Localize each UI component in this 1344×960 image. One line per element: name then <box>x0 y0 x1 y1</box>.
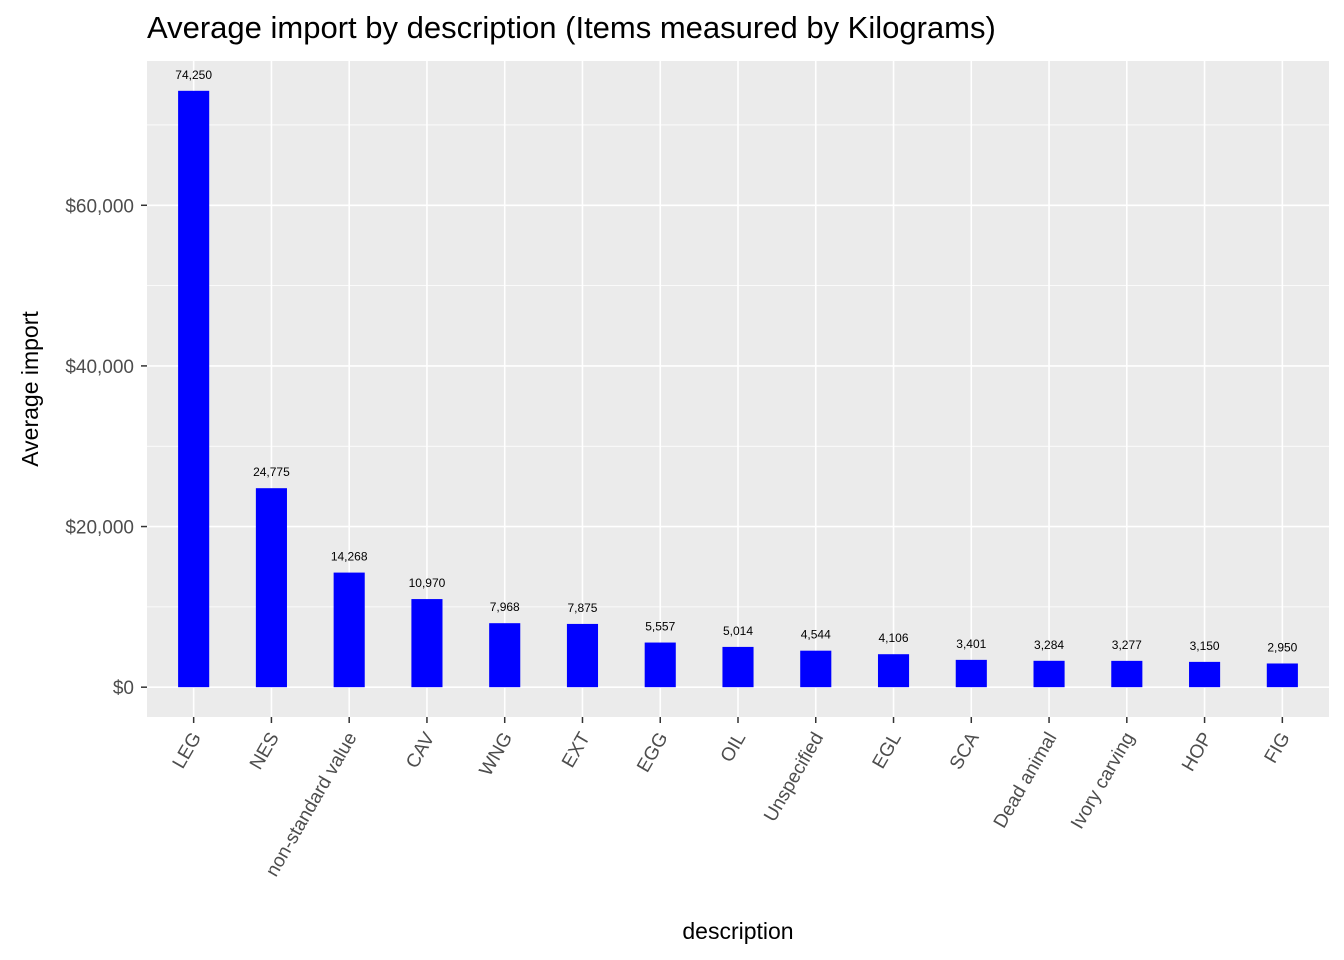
bar-value-label: 3,150 <box>1190 639 1220 653</box>
bar-egg <box>644 642 676 688</box>
y-axis: $0 $20,000 $40,000 $60,000 <box>65 196 147 699</box>
bar-hop <box>1189 661 1221 688</box>
bar-value-label: 7,875 <box>567 601 597 615</box>
x-tick-label: non-standard value <box>262 729 362 880</box>
bar-value-label: 14,268 <box>331 550 368 564</box>
x-axis-title: description <box>682 918 793 944</box>
bar-leg <box>178 90 210 688</box>
bar-value-label: 3,277 <box>1112 638 1142 652</box>
bar-value-label: 5,557 <box>645 620 675 634</box>
x-tick-label: HOP <box>1178 729 1217 775</box>
bar-cav <box>411 599 443 688</box>
bar-value-label: 10,970 <box>409 576 446 590</box>
chart-title: Average import by description (Items mea… <box>147 10 996 45</box>
bar-value-label: 7,968 <box>490 600 520 614</box>
bar-ivory-carving <box>1111 660 1143 688</box>
x-tick-label: Unspecified <box>760 729 828 825</box>
x-tick-label: Ivory carving <box>1067 729 1139 833</box>
x-tick-label: SCA <box>946 729 984 774</box>
bar-value-labels: 74,250 24,775 14,268 10,970 7,968 7,875 5,557 5… <box>175 68 1297 655</box>
bar-value-label: 24,775 <box>253 465 290 479</box>
y-tick-label: $40,000 <box>65 357 134 378</box>
x-tick-label: OIL <box>717 729 750 766</box>
x-tick-label: EGG <box>633 729 672 776</box>
x-tick-label: EGL <box>869 729 906 772</box>
x-tick-label: Dead animal <box>990 729 1062 832</box>
x-tick-label: LEG <box>169 729 206 772</box>
bar-nes <box>255 488 287 688</box>
y-axis-title: Average import <box>17 311 43 467</box>
bar-value-label: 4,106 <box>879 631 909 645</box>
bar-egl <box>877 654 910 688</box>
x-tick-label: CAV <box>402 729 439 772</box>
bar-unspecified <box>800 650 832 688</box>
bar-series <box>178 90 1298 688</box>
bar-value-label: 5,014 <box>723 624 753 638</box>
y-tick-label: $0 <box>113 678 134 699</box>
y-tick-label: $60,000 <box>65 196 134 217</box>
y-tick-label: $20,000 <box>65 518 134 539</box>
x-tick-label: NES <box>246 729 284 773</box>
x-tick-label: FIG <box>1261 729 1295 767</box>
bar-non-standard-value <box>333 572 365 688</box>
x-tick-label: EXT <box>558 729 595 772</box>
bar-value-label: 74,250 <box>175 68 212 82</box>
bar-value-label: 3,401 <box>956 637 986 651</box>
bar-dead-animal <box>1033 660 1065 688</box>
bar-value-label: 3,284 <box>1034 638 1064 652</box>
bar-fig <box>1266 663 1298 688</box>
bar-ext <box>566 623 599 688</box>
bar-value-label: 2,950 <box>1267 640 1297 654</box>
bar-value-label: 4,544 <box>801 628 831 642</box>
x-tick-label: WNG <box>476 729 517 780</box>
bar-oil <box>722 646 754 688</box>
bar-sca <box>955 659 987 688</box>
bar-wng <box>489 623 521 688</box>
